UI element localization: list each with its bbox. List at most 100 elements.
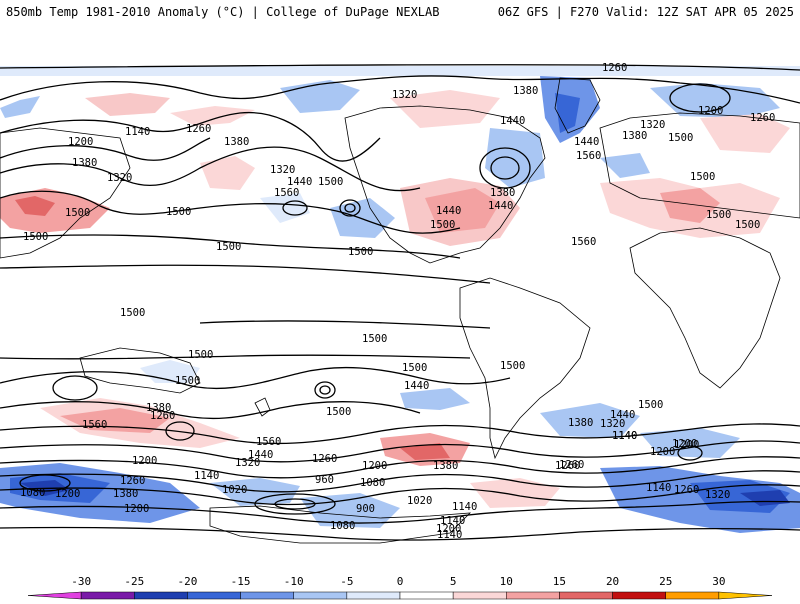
colorbar-tick-label: 10: [500, 575, 513, 588]
contour-label: 1440: [574, 136, 599, 148]
contour-label: 1500: [500, 360, 525, 372]
contour-label: 1140: [440, 515, 465, 527]
contour-label: 1500: [120, 307, 145, 319]
colorbar-legend: -30 -25 -20 -15 -10 -5 0 5 10 15 20 25 30: [0, 574, 800, 600]
colorbar-swatch: [240, 591, 294, 600]
contour-label: 1320: [235, 457, 260, 469]
contour-label: 1500: [65, 207, 90, 219]
contour-label: 1380: [113, 488, 138, 500]
contour-labels: 1260 1320 1380 1440 1200 1140 1260 1380 …: [20, 62, 775, 541]
anomaly-map: 1260 1320 1380 1440 1200 1140 1260 1380 …: [0, 38, 800, 558]
contour-label: 1440: [287, 176, 312, 188]
contour-label: 1500: [318, 176, 343, 188]
colorbar-tick-label: -20: [177, 575, 197, 588]
model-run-info: 06Z GFS | F270 Valid: 12Z SAT APR 05 202…: [497, 5, 794, 19]
contour-label: 1500: [216, 241, 241, 253]
contour-label: 1500: [430, 219, 455, 231]
contour-label: 1440: [500, 115, 525, 127]
colorbar-ticks: -30 -25 -20 -15 -10 -5 0 5 10 15 20 25 30: [71, 575, 725, 588]
contour-label: 1140: [612, 430, 637, 442]
contour-label: 1380: [513, 85, 538, 97]
contour-label: 1560: [571, 236, 596, 248]
colorbar-tick-label: 5: [450, 575, 457, 588]
contour-label: 1080: [360, 477, 385, 489]
height-contours: [0, 64, 800, 541]
contour-label: 1020: [407, 495, 432, 507]
contour-label: 1200: [650, 446, 675, 458]
contour-label: 1260: [602, 62, 627, 74]
contour-label: 1380: [622, 130, 647, 142]
colorbar-swatch: [452, 591, 507, 600]
contour-label: 1500: [188, 349, 213, 361]
contour-label: 1380: [568, 417, 593, 429]
colorbar-swatch: [399, 591, 454, 600]
contour-label: 900: [356, 503, 375, 515]
contour-label: 1320: [392, 89, 417, 101]
contour-label: 1200: [132, 455, 157, 467]
colorbar-swatch: [293, 591, 348, 600]
colorbar-tick-label: -25: [124, 575, 144, 588]
colorbar-swatch: [134, 591, 188, 600]
contour-label: 1200: [698, 105, 723, 117]
colorbar-swatches: [27, 591, 773, 600]
contour-label: 1560: [82, 419, 107, 431]
contour-label: 1020: [222, 484, 247, 496]
colorbar-swatch: [80, 591, 135, 600]
contour-label: 1560: [274, 187, 299, 199]
contour-label: 1320: [107, 172, 132, 184]
colorbar-tick-label: 15: [553, 575, 566, 588]
contour-label: 1260: [750, 112, 775, 124]
colorbar-tick-label: 0: [397, 575, 404, 588]
contour-label: 960: [315, 474, 334, 486]
contour-label: 1500: [326, 406, 351, 418]
contour-label: 1080: [330, 520, 355, 532]
contour-label: 1380: [146, 402, 171, 414]
colorbar-swatch: [559, 591, 613, 600]
colorbar-tick-label: 25: [659, 575, 672, 588]
contour-label: 1200: [362, 460, 387, 472]
contour-label: 1380: [224, 136, 249, 148]
contour-label: 1380: [72, 157, 97, 169]
contour-label: 1200: [674, 439, 699, 451]
contour-label: 1260: [120, 475, 145, 487]
contour-label: 1440: [488, 200, 513, 212]
contour-label: 1140: [612, 430, 637, 442]
contour-label: 1200: [68, 136, 93, 148]
contour-label: 1440: [248, 449, 273, 461]
contour-label: 1560: [256, 436, 281, 448]
contour-label: 1500: [402, 362, 427, 374]
colorbar-swatch: [27, 591, 82, 600]
colorbar-swatch: [665, 591, 720, 600]
contour-label: 1260: [555, 460, 580, 472]
contour-label: 1320: [600, 418, 625, 430]
contour-label: 1260: [150, 410, 175, 422]
contour-label: 1320: [270, 164, 295, 176]
contour-label: 1200: [124, 503, 149, 515]
contour-label: 1500: [668, 132, 693, 144]
contour-label: 1500: [175, 375, 200, 387]
colorbar-tick-label: 20: [606, 575, 619, 588]
colorbar-swatch: [506, 591, 560, 600]
contour-label: 1440: [436, 205, 461, 217]
map-title: 850mb Temp 1981-2010 Anomaly (°C) | Coll…: [6, 5, 440, 19]
contour-label: 1500: [638, 399, 663, 411]
coastlines: [0, 77, 800, 544]
contour-label: 1200: [436, 523, 461, 535]
colorbar-swatch: [718, 591, 773, 600]
contour-label: 1260: [674, 484, 699, 496]
contour-label: 1320: [705, 489, 730, 501]
contour-label: 1260: [559, 459, 584, 471]
contour-label: 1500: [348, 246, 373, 258]
colorbar-tick-label: -30: [71, 575, 91, 588]
contour-label: 1320: [640, 119, 665, 131]
colorbar-swatch: [346, 591, 401, 600]
colorbar-tick-label: -10: [284, 575, 304, 588]
contour-label: 1080: [20, 487, 45, 499]
contour-label: 1140: [125, 126, 150, 138]
contour-label: 1440: [404, 380, 429, 392]
contour-label: 1500: [735, 219, 760, 231]
contour-label: 1140: [646, 482, 671, 494]
colorbar-swatch: [187, 591, 241, 600]
contour-label: 1560: [576, 150, 601, 162]
contour-label: 1260: [312, 453, 337, 465]
